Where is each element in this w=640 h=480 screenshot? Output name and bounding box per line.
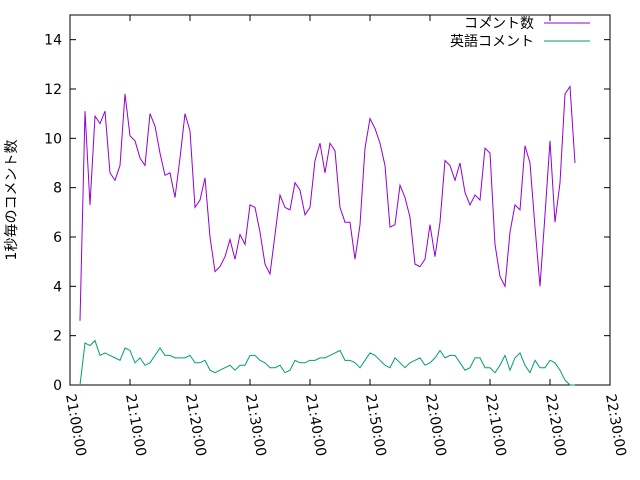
x-tick-label: 21:20:00 (182, 393, 209, 458)
x-tick-label: 22:10:00 (482, 393, 509, 458)
y-tick-label: 6 (53, 230, 62, 246)
y-tick-label: 10 (44, 131, 62, 147)
x-tick-label: 22:30:00 (602, 393, 629, 458)
x-tick-label: 21:30:00 (242, 393, 269, 458)
y-tick-label: 4 (53, 279, 62, 295)
legend-label: コメント数 (464, 16, 534, 32)
x-tick-label: 21:50:00 (362, 393, 389, 458)
x-tick-label: 21:00:00 (62, 393, 89, 458)
y-axis-label: 1秒毎のコメント数 (4, 140, 20, 261)
x-tick-label: 21:10:00 (122, 393, 149, 458)
y-tick-label: 14 (44, 33, 62, 49)
plot-border (69, 14, 611, 386)
y-tick-label: 8 (53, 181, 62, 197)
line-series (79, 339, 575, 386)
legend-label: 英語コメント (450, 33, 534, 50)
x-tick-label: 22:20:00 (542, 393, 569, 458)
y-tick-label: 2 (53, 329, 62, 345)
x-tick-label: 21:40:00 (302, 393, 329, 458)
x-tick-label: 22:00:00 (422, 393, 449, 458)
y-tick-label: 12 (44, 82, 62, 98)
line-series (79, 85, 576, 321)
y-tick-label: 0 (53, 378, 62, 394)
